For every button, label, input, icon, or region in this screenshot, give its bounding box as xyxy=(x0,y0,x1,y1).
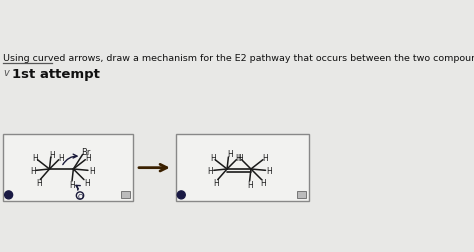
Text: H: H xyxy=(247,180,253,189)
Text: H: H xyxy=(262,153,268,162)
Text: H: H xyxy=(49,150,55,159)
Circle shape xyxy=(177,191,185,199)
FancyBboxPatch shape xyxy=(176,135,309,201)
Text: i: i xyxy=(8,191,10,200)
Text: H: H xyxy=(33,153,38,162)
Text: H: H xyxy=(208,166,213,175)
FancyBboxPatch shape xyxy=(121,191,130,198)
FancyBboxPatch shape xyxy=(297,191,306,198)
Text: H: H xyxy=(236,153,241,162)
Text: O: O xyxy=(77,193,83,199)
Text: H: H xyxy=(210,153,216,162)
Text: Br: Br xyxy=(81,148,91,156)
Text: H: H xyxy=(85,153,91,162)
Text: H: H xyxy=(36,179,42,188)
FancyArrowPatch shape xyxy=(76,186,80,191)
Text: 1st attempt: 1st attempt xyxy=(12,68,100,80)
Text: H: H xyxy=(84,179,90,188)
Text: H: H xyxy=(69,180,75,189)
FancyArrowPatch shape xyxy=(63,154,77,165)
Text: H: H xyxy=(266,166,272,175)
FancyBboxPatch shape xyxy=(3,135,133,201)
Text: H: H xyxy=(58,153,64,162)
Text: H: H xyxy=(89,166,95,175)
Text: H: H xyxy=(30,166,36,175)
Text: v: v xyxy=(3,68,9,77)
Text: H: H xyxy=(213,179,219,188)
Text: H: H xyxy=(227,150,233,159)
Circle shape xyxy=(5,191,13,199)
Text: Using curved arrows, draw a mechanism for the E2 pathway that occurs between the: Using curved arrows, draw a mechanism fo… xyxy=(3,54,474,63)
Text: i: i xyxy=(180,191,182,200)
Text: H: H xyxy=(237,153,243,162)
Text: H: H xyxy=(261,179,266,188)
